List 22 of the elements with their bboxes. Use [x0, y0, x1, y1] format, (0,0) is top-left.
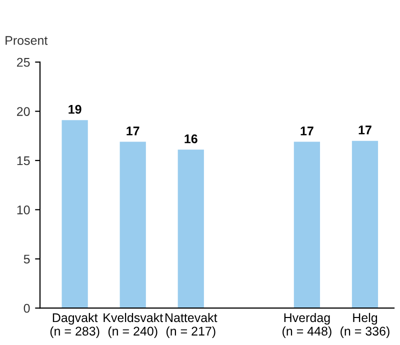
data-label: 17: [358, 126, 372, 134]
y-tick-label: 5: [24, 254, 30, 264]
bar: [178, 150, 204, 308]
bar: [294, 142, 320, 308]
x-tick-label: Dagvakt (n = 283): [50, 312, 100, 338]
data-label: 17: [126, 126, 140, 136]
x-tick-label: Kveldsvakt (n = 240): [104, 312, 163, 338]
x-tick-label: Nattevakt (n = 217): [166, 312, 218, 338]
x-tick-label: Hverdag (n = 448): [282, 312, 332, 338]
y-tick-label: 0: [24, 304, 30, 313]
y-tick-label: 10: [17, 205, 30, 214]
data-label: 16: [184, 134, 198, 144]
y-axis-title: Prosent: [6, 36, 48, 45]
y-tick-label: 25: [17, 58, 30, 67]
data-label: 19: [68, 104, 82, 114]
y-tick-label: 20: [17, 107, 30, 116]
y-tick-label: 15: [17, 156, 30, 166]
bar: [352, 140, 378, 308]
x-tick-label: Helg (n = 336): [340, 312, 390, 338]
bar: [62, 120, 88, 308]
data-label: 17: [300, 126, 314, 136]
bar: [120, 142, 146, 308]
